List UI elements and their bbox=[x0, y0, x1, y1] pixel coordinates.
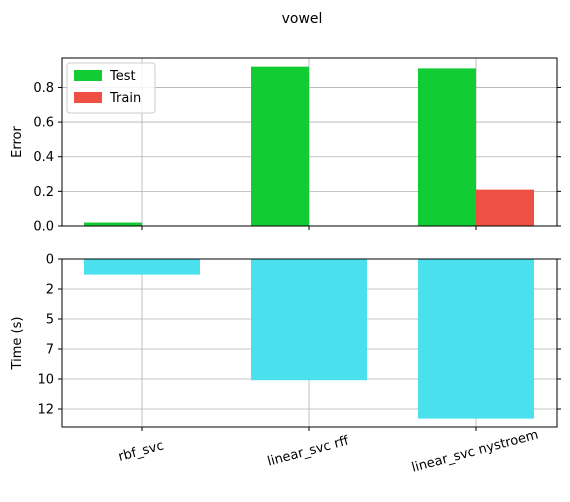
y-tick-label: 0.8 bbox=[33, 81, 54, 96]
y-tick-label: 10 bbox=[37, 373, 54, 388]
y-axis-label: Time (s) bbox=[10, 317, 25, 371]
x-tick-label: linear_svc rff bbox=[266, 433, 351, 469]
legend-label-train: Train bbox=[109, 91, 141, 106]
y-tick-label: 0.6 bbox=[33, 116, 54, 131]
y-tick-label: 0 bbox=[46, 253, 54, 268]
x-tick-label: linear_svc nystroem bbox=[410, 427, 540, 475]
bar-train-2 bbox=[476, 189, 534, 226]
y-tick-label: 0.0 bbox=[33, 220, 54, 235]
bar-time-2 bbox=[418, 259, 534, 419]
bar-test-2 bbox=[418, 68, 476, 226]
legend-label-test: Test bbox=[109, 69, 136, 84]
y-tick-label: 12 bbox=[37, 403, 54, 418]
bar-time-0 bbox=[84, 259, 200, 275]
y-axis-label: Error bbox=[10, 126, 25, 158]
bar-test-0 bbox=[84, 222, 142, 226]
legend-swatch-test bbox=[74, 70, 102, 81]
y-tick-label: 0.2 bbox=[33, 185, 54, 200]
legend-swatch-train bbox=[74, 92, 102, 103]
bar-time-1 bbox=[251, 259, 367, 381]
y-tick-label: 2 bbox=[46, 283, 54, 298]
chart-title: vowel bbox=[282, 11, 323, 27]
y-tick-label: 0.4 bbox=[33, 150, 54, 165]
bar-test-1 bbox=[251, 66, 309, 226]
y-tick-label: 5 bbox=[46, 313, 54, 328]
x-tick-label: rbf_svc bbox=[117, 438, 166, 464]
y-tick-label: 7 bbox=[46, 343, 54, 358]
